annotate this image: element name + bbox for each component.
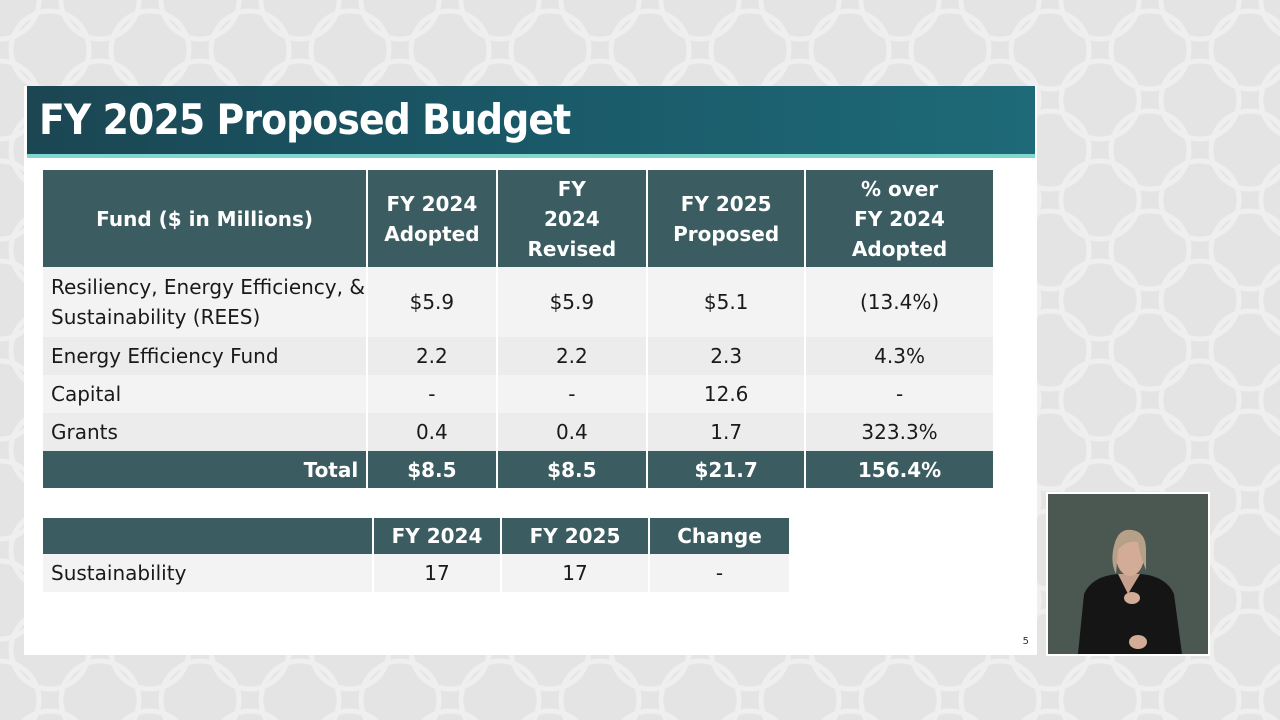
fund-name: Resiliency, Energy Efficiency, & Sustain…: [43, 267, 369, 337]
header-fy2024-adopted: FY 2024 Adopted: [367, 170, 498, 267]
sign-language-interpreter-video: [1046, 492, 1210, 656]
staffing-fy2024: 17: [373, 554, 502, 592]
cell-percent-change: 4.3%: [805, 337, 993, 375]
cell-fy2024-adopted: 0.4: [367, 413, 498, 451]
header-fund: Fund ($ in Millions): [43, 170, 369, 267]
header-fy2024-revised: FY 2024 Revised: [496, 170, 649, 267]
fund-name: Capital: [43, 375, 369, 413]
video-frame: [1048, 494, 1208, 654]
cell-fy2025-proposed: 2.3: [647, 337, 807, 375]
cell-fy2024-revised: 2.2: [496, 337, 649, 375]
total-fy2025-proposed: $21.7: [647, 451, 807, 488]
budget-table-header-row: Fund ($ in Millions) FY 2024 Adopted FY …: [43, 170, 993, 267]
staffing-header-change: Change: [649, 518, 789, 554]
table-row: Resiliency, Energy Efficiency, & Sustain…: [43, 267, 993, 337]
cell-percent-change: (13.4%): [805, 267, 993, 337]
total-fy2024-revised: $8.5: [496, 451, 649, 488]
cell-percent-change: 323.3%: [805, 413, 993, 451]
title-accent-line: [27, 154, 1035, 158]
total-percent-change: 156.4%: [805, 451, 993, 488]
staffing-header-fy2025: FY 2025: [501, 518, 650, 554]
cell-percent-change: -: [805, 375, 993, 413]
table-row: Sustainability 17 17 -: [43, 554, 789, 592]
fund-name: Grants: [43, 413, 369, 451]
table-row: Grants 0.4 0.4 1.7 323.3%: [43, 413, 993, 451]
total-fy2024-adopted: $8.5: [367, 451, 498, 488]
staffing-header-blank: [43, 518, 374, 554]
cell-fy2024-adopted: $5.9: [367, 267, 498, 337]
table-row: Capital - - 12.6 -: [43, 375, 993, 413]
cell-fy2024-adopted: 2.2: [367, 337, 498, 375]
table-row: Energy Efficiency Fund 2.2 2.2 2.3 4.3%: [43, 337, 993, 375]
cell-fy2025-proposed: 12.6: [647, 375, 807, 413]
staffing-table: FY 2024 FY 2025 Change Sustainability 17…: [43, 518, 789, 592]
total-label: Total: [43, 451, 369, 488]
fund-name: Energy Efficiency Fund: [43, 337, 369, 375]
header-percent-over-adopted: % over FY 2024 Adopted: [805, 170, 993, 267]
staffing-table-header-row: FY 2024 FY 2025 Change: [43, 518, 789, 554]
page-number: 5: [1022, 636, 1029, 647]
cell-fy2025-proposed: 1.7: [647, 413, 807, 451]
staffing-change: -: [649, 554, 789, 592]
slide-title: FY 2025 Proposed Budget: [39, 95, 571, 144]
interpreter-figure-icon: [1048, 494, 1208, 654]
staffing-header-fy2024: FY 2024: [373, 518, 502, 554]
cell-fy2024-revised: -: [496, 375, 649, 413]
header-fy2025-proposed: FY 2025 Proposed: [647, 170, 807, 267]
cell-fy2024-revised: $5.9: [496, 267, 649, 337]
staffing-fy2025: 17: [501, 554, 650, 592]
title-bar: FY 2025 Proposed Budget: [27, 86, 1035, 154]
cell-fy2024-adopted: -: [367, 375, 498, 413]
staffing-division: Sustainability: [43, 554, 374, 592]
budget-table: Fund ($ in Millions) FY 2024 Adopted FY …: [43, 170, 993, 488]
cell-fy2024-revised: 0.4: [496, 413, 649, 451]
cell-fy2025-proposed: $5.1: [647, 267, 807, 337]
total-row: Total $8.5 $8.5 $21.7 156.4%: [43, 451, 993, 488]
presentation-slide: FY 2025 Proposed Budget Fund ($ in Milli…: [24, 86, 1037, 655]
